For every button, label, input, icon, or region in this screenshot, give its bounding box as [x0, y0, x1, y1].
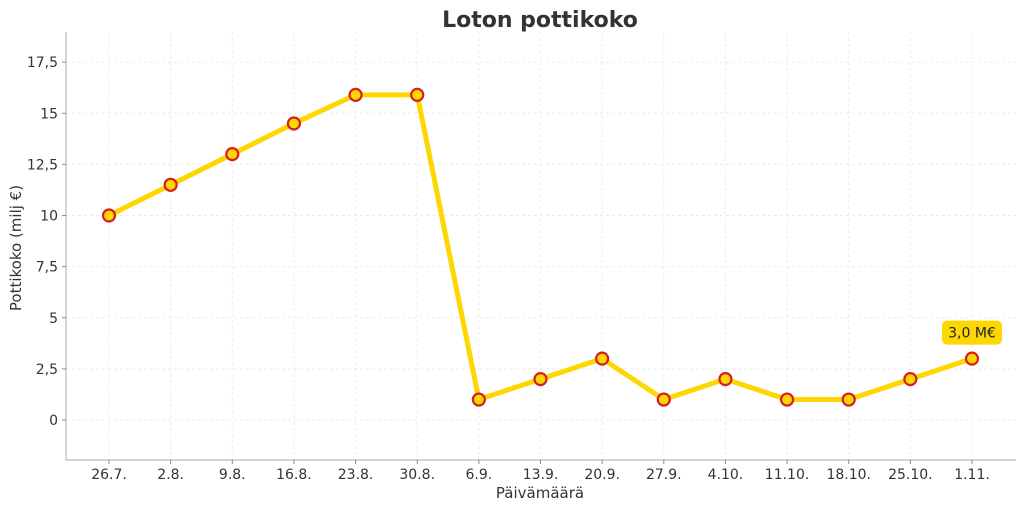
x-tick-label: 20.9.	[584, 467, 620, 483]
data-point	[471, 392, 486, 407]
y-tick-label: 12,5	[27, 157, 58, 173]
y-tick-label: 5	[49, 311, 58, 327]
x-tick-label: 2.8.	[157, 467, 184, 483]
data-point	[595, 351, 610, 366]
x-tick-label: 6.9.	[465, 467, 492, 483]
x-tick-label: 13.9.	[523, 467, 559, 483]
y-tick-label: 17,5	[27, 55, 58, 71]
data-markers	[101, 87, 980, 407]
y-tick-label: 7,5	[36, 260, 58, 276]
data-point	[779, 392, 795, 407]
x-tick-label: 25.10.	[888, 467, 933, 483]
x-tick-label: 11.10.	[765, 467, 810, 483]
axes-frame	[65, 32, 1016, 461]
y-tick-label: 0	[49, 413, 58, 429]
data-point	[964, 351, 980, 366]
svg-text:3,0 M€: 3,0 M€	[948, 326, 996, 342]
x-axis-label: Päivämäärä	[496, 484, 584, 502]
data-point	[348, 87, 363, 102]
data-point	[718, 372, 733, 387]
x-tick-label: 18.10.	[826, 467, 871, 483]
x-tick-label: 27.9.	[646, 467, 682, 483]
x-tick-label: 4.10.	[708, 467, 744, 483]
y-tick-label: 2,5	[36, 362, 58, 378]
x-tick-label: 9.8.	[219, 467, 246, 483]
y-tick-label: 15	[40, 106, 58, 122]
y-axis-label: Pottikoko (milj €)	[7, 185, 25, 311]
x-tick-label: 16.8.	[276, 467, 312, 483]
data-point	[286, 116, 302, 131]
data-point	[225, 147, 240, 162]
value-annotation: 3,0 M€	[942, 320, 1002, 345]
data-point	[101, 208, 117, 223]
data-point	[163, 177, 178, 192]
data-point	[410, 87, 425, 102]
data-point	[903, 372, 918, 387]
y-axis-ticks: 0 2,5 5 7,5 10 12,5 15 17,5	[27, 55, 66, 429]
grid-lines	[66, 32, 1016, 460]
chart-title: Loton pottikoko	[442, 8, 638, 33]
y-tick-label: 10	[40, 209, 58, 225]
data-point	[841, 392, 856, 407]
x-axis-ticks: 26.7. 2.8. 9.8. 16.8. 23.8. 30.8. 6.9. 13.9. 20.…	[91, 460, 990, 483]
data-point	[656, 392, 671, 407]
annotations: 3,0 M€	[942, 320, 1002, 345]
x-tick-label: 23.8.	[338, 467, 374, 483]
data-point	[533, 372, 548, 387]
x-tick-label: 1.11.	[954, 467, 990, 483]
x-tick-label: 30.8.	[399, 467, 435, 483]
x-tick-label: 26.7.	[91, 467, 127, 483]
